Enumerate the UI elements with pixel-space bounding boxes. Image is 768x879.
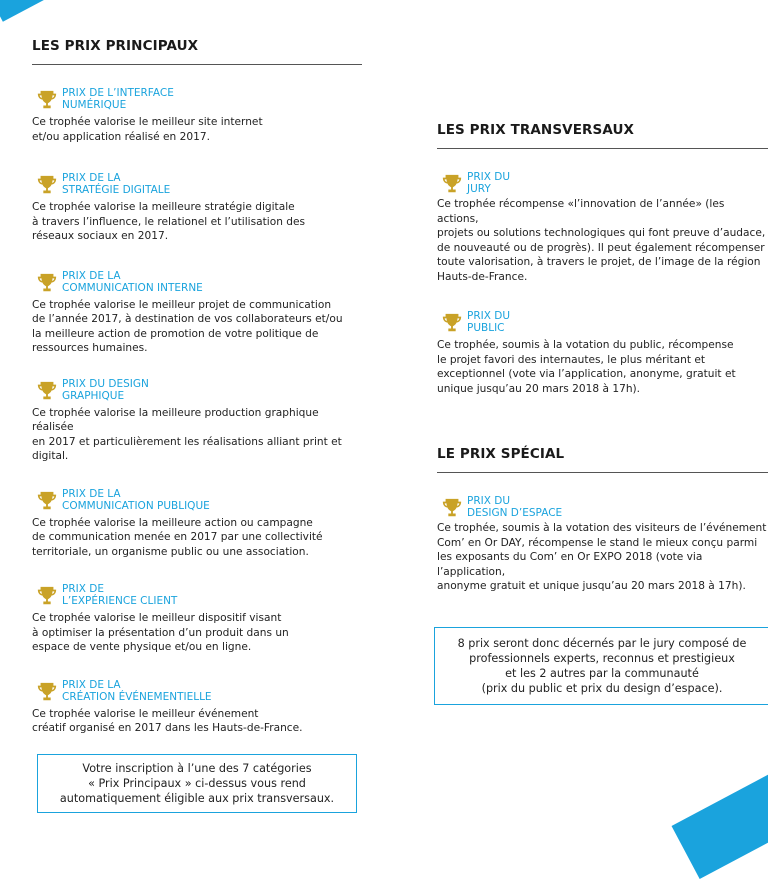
decorative-corner-top-left	[0, 0, 109, 22]
trophy-icon	[37, 682, 57, 700]
trophy-icon	[37, 273, 57, 291]
prize-description: Ce trophée valorise la meilleure stratég…	[32, 201, 306, 242]
prize-description: Ce trophée valorise le meilleur site int…	[32, 116, 263, 143]
prize-description: Ce trophée valorise le meilleur projet d…	[32, 298, 343, 355]
prize-title: PRIX DE LA COMMUNICATION PUBLIQUE	[62, 487, 210, 512]
section-title-special-prize: LE PRIX SPÉCIAL	[437, 446, 768, 473]
prize-title: PRIX DU JURY	[467, 171, 511, 195]
trophy-icon	[442, 498, 462, 517]
prize-public: PRIX DU PUBLIC Ce trophée, soumis à la v…	[437, 310, 768, 396]
trophy-icon	[37, 586, 57, 605]
eligibility-note-box: Votre inscription à l’une des 7 catégori…	[37, 754, 357, 813]
prize-title: PRIX DE LA COMMUNICATION INTERNE	[62, 269, 203, 294]
prize-title: PRIX DU PUBLIC	[467, 310, 511, 334]
prize-description: Ce trophée valorise le meilleur disposit…	[32, 612, 289, 653]
prize-digital-strategy: PRIX DE LA STRATÉGIE DIGITALE Ce trophée…	[32, 172, 362, 244]
trophy-icon	[37, 491, 57, 509]
prize-title: PRIX DE L’EXPÉRIENCE CLIENT	[62, 583, 178, 607]
trophy-icon	[37, 90, 57, 109]
trophy-icon	[442, 313, 462, 332]
prize-title: PRIX DE L’INTERFACE NUMÉRIQUE	[62, 87, 174, 111]
prize-jury: PRIX DU JURY Ce trophée récompense «l’in…	[437, 171, 768, 284]
prize-description: Ce trophée, soumis à la votation des vis…	[437, 522, 767, 592]
prize-description: Ce trophée valorise la meilleure product…	[32, 406, 342, 463]
prize-title: PRIX DU DESIGN GRAPHIQUE	[62, 377, 149, 402]
prize-title: PRIX DU DESIGN D’ESPACE	[467, 495, 563, 519]
award-summary-note-box: 8 prix seront donc décernés par le jury …	[434, 627, 768, 705]
prize-internal-communication: PRIX DE LA COMMUNICATION INTERNE Ce trop…	[32, 270, 362, 356]
prize-description: Ce trophée valorise la meilleure action …	[32, 516, 323, 558]
prize-public-communication: PRIX DE LA COMMUNICATION PUBLIQUE Ce tro…	[32, 488, 362, 560]
prize-space-design: PRIX DU DESIGN D’ESPACE Ce trophée, soum…	[437, 495, 768, 594]
section-title-transversal-prizes: LES PRIX TRANSVERSAUX	[437, 122, 768, 149]
prize-digital-interface: PRIX DE L’INTERFACE NUMÉRIQUE Ce trophée…	[32, 87, 362, 144]
prize-description: Ce trophée récompense «l’innovation de l…	[437, 198, 766, 283]
section-title-main-prizes: LES PRIX PRINCIPAUX	[32, 38, 362, 65]
prize-description: Ce trophée valorise le meilleur événemen…	[32, 707, 303, 735]
prize-title: PRIX DE LA STRATÉGIE DIGITALE	[62, 172, 171, 196]
trophy-icon	[442, 174, 462, 193]
prize-description: Ce trophée, soumis à la votation du publ…	[437, 339, 736, 395]
prize-graphic-design: PRIX DU DESIGN GRAPHIQUE Ce trophée valo…	[32, 378, 362, 464]
prize-event-creation: PRIX DE LA CRÉATION ÉVÉNEMENTIELLE Ce tr…	[32, 679, 362, 736]
transversal-prizes-column: LES PRIX TRANSVERSAUX PRIX DU JURY Ce tr…	[437, 122, 768, 594]
trophy-icon	[37, 381, 57, 399]
main-prizes-column: LES PRIX PRINCIPAUX PRIX DE L’INTERFACE …	[32, 38, 362, 736]
prize-customer-experience: PRIX DE L’EXPÉRIENCE CLIENT Ce trophée v…	[32, 583, 362, 655]
prize-title: PRIX DE LA CRÉATION ÉVÉNEMENTIELLE	[62, 678, 212, 703]
trophy-icon	[37, 175, 57, 194]
